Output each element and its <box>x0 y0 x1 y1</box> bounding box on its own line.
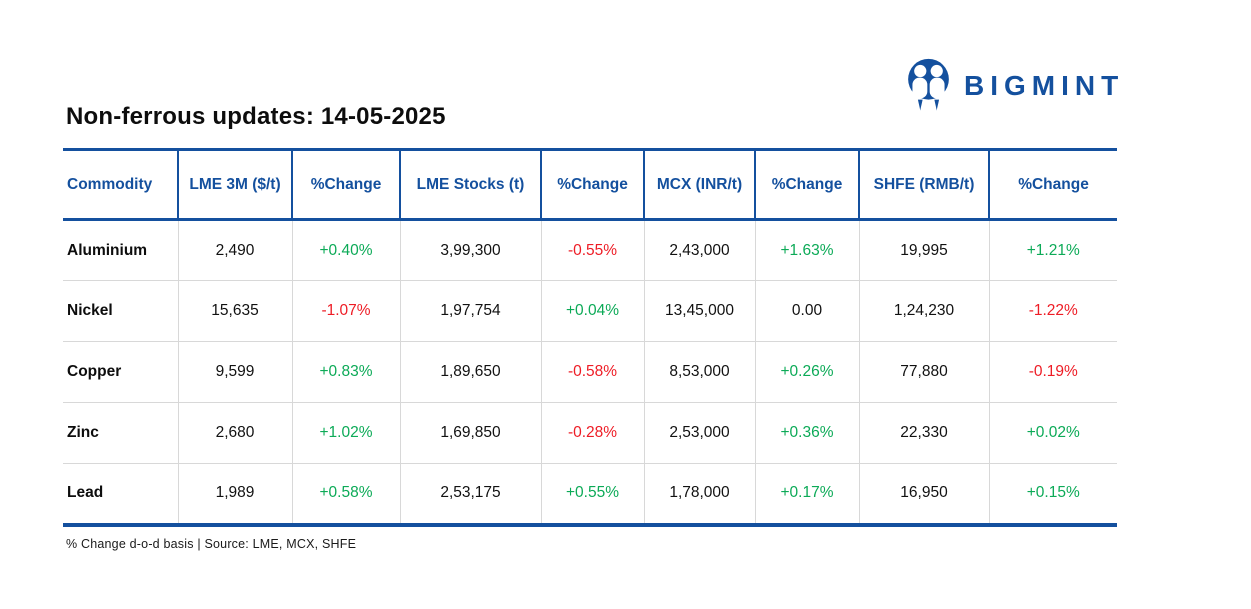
price-cell: 3,99,300 <box>399 219 541 281</box>
price-cell: 19,995 <box>858 219 989 281</box>
column-header: %Change <box>754 148 859 221</box>
table-row: Nickel 15,635 -1.07% 1,97,754 +0.04% 13,45,00… <box>63 280 1117 342</box>
price-cell: 22,330 <box>858 402 989 464</box>
column-header: SHFE (RMB/t) <box>858 148 989 221</box>
percent-change-cell: +0.40% <box>291 219 400 281</box>
percent-change-cell: +0.02% <box>988 402 1117 464</box>
table-row: Zinc 2,680 +1.02% 1,69,850 -0.28% 2,53,000 +0.… <box>63 402 1117 464</box>
price-cell: 2,43,000 <box>643 219 755 281</box>
percent-change-cell: +1.63% <box>754 219 859 281</box>
percent-change-cell: 0.00 <box>754 280 859 342</box>
price-cell: 1,78,000 <box>643 463 755 527</box>
commodity-name: Aluminium <box>63 219 178 281</box>
price-cell: 15,635 <box>177 280 292 342</box>
percent-change-cell: +0.04% <box>540 280 644 342</box>
percent-change-cell: -0.55% <box>540 219 644 281</box>
table-row: Lead 1,989 +0.58% 2,53,175 +0.55% 1,78,000 +0.… <box>63 463 1117 527</box>
percent-change-cell: -0.58% <box>540 341 644 403</box>
table-body: Aluminium 2,490 +0.40% 3,99,300 -0.55% 2,43,0… <box>63 219 1117 527</box>
price-cell: 8,53,000 <box>643 341 755 403</box>
commodity-name: Copper <box>63 341 178 403</box>
price-cell: 2,53,175 <box>399 463 541 527</box>
price-cell: 16,950 <box>858 463 989 527</box>
column-header: %Change <box>291 148 400 221</box>
percent-change-cell: +0.36% <box>754 402 859 464</box>
table-row: Copper 9,599 +0.83% 1,89,650 -0.58% 8,53,000 +… <box>63 341 1117 403</box>
price-cell: 77,880 <box>858 341 989 403</box>
commodity-name: Lead <box>63 463 178 527</box>
price-cell: 1,989 <box>177 463 292 527</box>
bigmint-owl-icon <box>905 58 952 113</box>
commodity-name: Nickel <box>63 280 178 342</box>
percent-change-cell: -0.28% <box>540 402 644 464</box>
price-cell: 2,53,000 <box>643 402 755 464</box>
percent-change-cell: -0.19% <box>988 341 1117 403</box>
percent-change-cell: +1.02% <box>291 402 400 464</box>
page-title: Non-ferrous updates: 14-05-2025 <box>66 103 446 130</box>
brand-logo: BIGMINT <box>905 58 1124 113</box>
column-header: MCX (INR/t) <box>643 148 755 221</box>
price-cell: 2,490 <box>177 219 292 281</box>
percent-change-cell: +0.58% <box>291 463 400 527</box>
percent-change-cell: +0.17% <box>754 463 859 527</box>
commodity-price-table: Commodity LME 3M ($/t) %Change LME Stocks (… <box>63 148 1117 527</box>
column-header: LME 3M ($/t) <box>177 148 292 221</box>
percent-change-cell: -1.07% <box>291 280 400 342</box>
commodity-name: Zinc <box>63 402 178 464</box>
percent-change-cell: +0.26% <box>754 341 859 403</box>
percent-change-cell: +1.21% <box>988 219 1117 281</box>
source-note: % Change d-o-d basis | Source: LME, MCX,… <box>66 537 357 551</box>
percent-change-cell: +0.55% <box>540 463 644 527</box>
brand-name: BIGMINT <box>964 69 1125 101</box>
column-header: Commodity <box>63 148 178 221</box>
column-header: %Change <box>988 148 1117 221</box>
price-cell: 1,24,230 <box>858 280 989 342</box>
price-cell: 1,97,754 <box>399 280 541 342</box>
percent-change-cell: +0.15% <box>988 463 1117 527</box>
price-cell: 9,599 <box>177 341 292 403</box>
price-cell: 13,45,000 <box>643 280 755 342</box>
table-row: Aluminium 2,490 +0.40% 3,99,300 -0.55% 2,43,0… <box>63 219 1117 281</box>
price-cell: 1,89,650 <box>399 341 541 403</box>
column-header: LME Stocks (t) <box>399 148 541 221</box>
percent-change-cell: -1.22% <box>988 280 1117 342</box>
price-cell: 1,69,850 <box>399 402 541 464</box>
price-cell: 2,680 <box>177 402 292 464</box>
column-header: %Change <box>540 148 644 221</box>
table-header-row: Commodity LME 3M ($/t) %Change LME Stocks (… <box>63 148 1117 221</box>
percent-change-cell: +0.83% <box>291 341 400 403</box>
